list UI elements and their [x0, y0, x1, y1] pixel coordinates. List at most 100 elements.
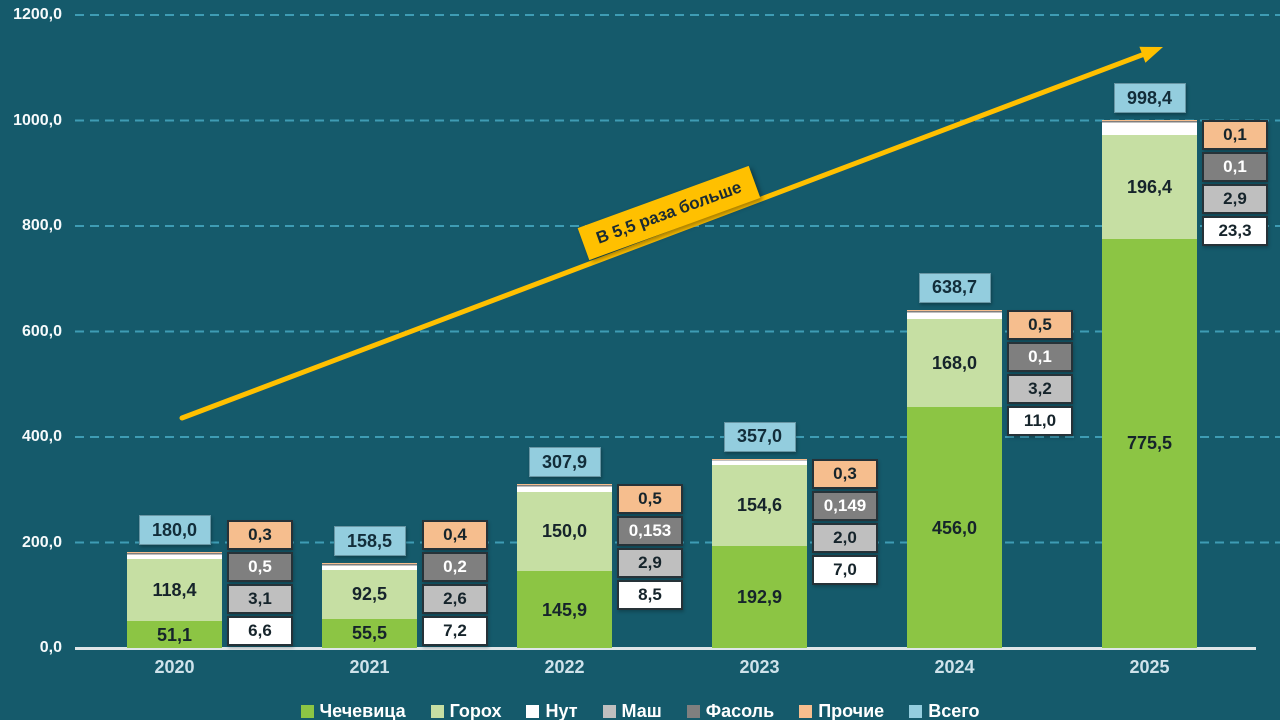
y-axis-tick-label: 0,0	[39, 639, 62, 656]
bar-segment-Прочие	[322, 563, 417, 565]
growth-arrow-line	[179, 52, 1145, 421]
bar-segment-value: 145,9	[541, 599, 588, 620]
total-badge: 357,0	[723, 421, 796, 452]
bar-segment-value: 196,4	[1126, 177, 1173, 198]
bar-segment-Нут	[517, 487, 612, 492]
callout-Маш: 2,9	[617, 548, 683, 579]
bar-segment-value: 51,1	[156, 624, 193, 645]
bar-segment-Горох	[907, 318, 1002, 408]
legend-item-Прочие: Прочие	[799, 701, 884, 720]
callout-Нут: 6,6	[227, 616, 293, 646]
callout-Прочие: 0,3	[812, 458, 878, 489]
bar-segment-value: 150,0	[541, 521, 588, 542]
x-axis-line	[75, 647, 1256, 650]
legend-label: Прочие	[818, 701, 885, 720]
y-axis-tick-label: 600,0	[21, 322, 62, 340]
total-badge: 307,9	[528, 447, 601, 478]
bar-segment-Горох	[517, 491, 612, 572]
x-axis-label: 2021	[349, 657, 390, 677]
callout-Фасоль: 0,149	[812, 490, 878, 521]
legend-item-Горох: Горох	[430, 701, 502, 720]
bar-segment-Нут	[322, 566, 417, 570]
callout-Нут: 8,5	[617, 580, 683, 611]
y-axis-tick-label: 800,0	[21, 217, 62, 234]
x-axis-label: 2025	[1129, 657, 1170, 677]
bar-segment-Чечевица	[127, 621, 222, 648]
legend-item-Чечевица: Чечевица	[300, 701, 406, 720]
legend-item-Всего: Всего	[909, 701, 979, 720]
bar-segment-Фасоль	[322, 564, 417, 565]
callout-Фасоль: 0,1	[1007, 341, 1073, 372]
y-axis-tick-label: 1000,0	[13, 111, 62, 129]
callout-Прочие: 0,1	[1202, 120, 1268, 151]
bar-segment-Прочие	[1102, 120, 1197, 121]
callout-Маш: 3,1	[227, 584, 293, 614]
bar-segment-value: 55,5	[351, 623, 388, 644]
legend-swatch-icon	[300, 705, 314, 718]
x-axis-label: 2022	[544, 657, 585, 677]
callout-Маш: 2,0	[812, 522, 878, 553]
total-badge: 158,5	[333, 526, 406, 557]
legend-swatch-icon	[909, 705, 923, 718]
callout-Маш: 2,9	[1202, 184, 1268, 215]
callout-Нут: 11,0	[1007, 405, 1073, 436]
bar-segment-Чечевица	[712, 546, 807, 648]
callout-Маш: 2,6	[422, 584, 488, 614]
bar-segment-Чечевица	[1102, 238, 1197, 648]
growth-arrowhead-icon	[1139, 46, 1163, 63]
bar-segment-Фасоль	[127, 552, 222, 554]
callout-Фасоль: 0,1	[1202, 152, 1268, 183]
legend-swatch-icon	[526, 705, 540, 718]
bar-segment-Маш	[517, 485, 612, 488]
legend-swatch-icon	[686, 705, 700, 718]
x-axis-label: 2023	[739, 657, 780, 677]
bar-segment-value: 456,0	[931, 517, 978, 538]
bar-segment-value: 775,5	[1126, 433, 1173, 454]
legend-swatch-icon	[799, 705, 813, 718]
callout-Прочие: 0,3	[227, 520, 293, 550]
bar-segment-Горох	[712, 464, 807, 547]
total-badge: 998,4	[1113, 83, 1186, 114]
legend-label: Нут	[545, 701, 578, 720]
bar-segment-value: 154,6	[736, 495, 783, 516]
callout-Нут: 23,3	[1202, 216, 1268, 247]
legend-label: Чечевица	[319, 701, 406, 720]
callout-Фасоль: 0,5	[227, 552, 293, 582]
bar-segment-Маш	[712, 459, 807, 461]
bar-segment-Нут	[1102, 123, 1197, 136]
bar-segment-Прочие	[907, 309, 1002, 311]
bar-segment-value: 168,0	[931, 353, 978, 374]
legend-swatch-icon	[602, 705, 616, 718]
bar-segment-Чечевица	[907, 407, 1002, 648]
y-axis-tick-label: 1200,0	[13, 6, 62, 23]
bar-segment-value: 118,4	[152, 579, 197, 600]
bar-segment-Горох	[127, 558, 222, 622]
bar-segment-Фасоль	[517, 485, 612, 486]
callout-Прочие: 0,5	[1007, 309, 1073, 340]
bar-segment-Фасоль	[1102, 120, 1197, 122]
callout-Фасоль: 0,153	[617, 516, 683, 547]
legend-label: Горох	[449, 701, 502, 720]
bar-segment-Горох	[1102, 135, 1197, 239]
bar-segment-Прочие	[127, 552, 222, 553]
legend-label: Маш	[621, 701, 662, 720]
bar-segment-Маш	[127, 553, 222, 556]
bar-segment-Нут	[907, 313, 1002, 319]
callout-Маш: 3,2	[1007, 373, 1073, 404]
total-badge: 638,7	[918, 272, 991, 303]
callout-Прочие: 0,5	[617, 484, 683, 515]
y-axis-tick-label: 400,0	[21, 428, 62, 445]
bar-segment-Маш	[907, 311, 1002, 314]
legend-item-Фасоль: Фасоль	[686, 701, 774, 720]
bar-segment-value: 92,5	[351, 584, 388, 605]
bar-segment-Маш	[1102, 121, 1197, 124]
bar-segment-Прочие	[712, 458, 807, 460]
callout-Прочие: 0,4	[422, 520, 488, 550]
callout-Фасоль: 0,2	[422, 552, 488, 582]
legend-label: Всего	[928, 701, 980, 720]
legend-item-Маш: Маш	[602, 701, 662, 720]
callout-Нут: 7,0	[812, 554, 878, 585]
callout-Нут: 7,2	[422, 616, 488, 646]
